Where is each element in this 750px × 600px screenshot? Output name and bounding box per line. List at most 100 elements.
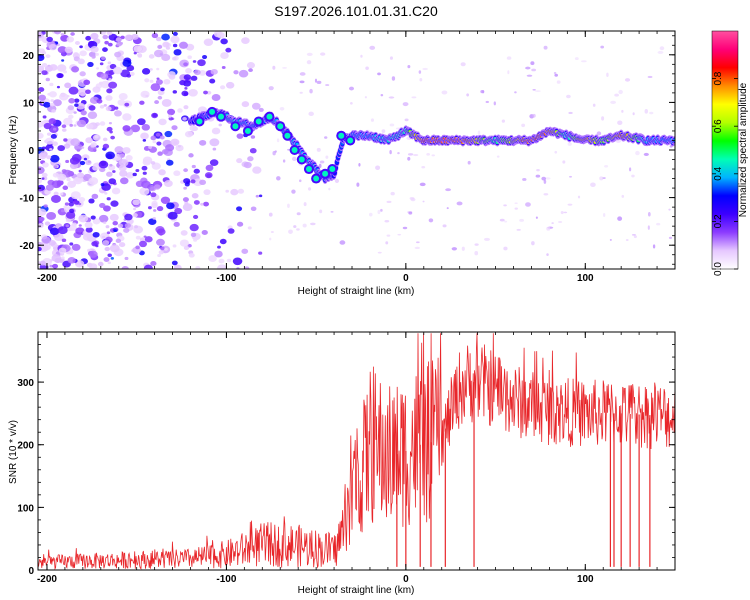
heatmap-speckle — [408, 211, 413, 215]
heatmap-speckle — [279, 106, 285, 111]
heatmap-speckle — [606, 72, 609, 78]
heatmap-speckle — [76, 102, 85, 110]
heatmap-speckle — [117, 223, 124, 228]
heatmap-speckle — [74, 98, 80, 103]
heatmap-speckle — [41, 146, 46, 150]
heatmap-speckle — [543, 45, 548, 50]
heatmap-speckle — [152, 113, 158, 118]
heatmap-speckle — [181, 90, 189, 97]
heatmap-speckle — [182, 116, 187, 121]
heatmap-speckle — [126, 73, 132, 78]
heatmap-speckle — [656, 222, 661, 226]
heatmap-speckle — [58, 247, 67, 254]
heatmap-speckle — [53, 191, 59, 196]
heatmap-speckle — [309, 88, 313, 94]
heatmap-speckle — [155, 79, 163, 85]
heatmap-speckle — [89, 263, 98, 269]
heatmap-speckle — [314, 78, 318, 83]
heatmap-speckle — [602, 212, 606, 218]
heatmap-speckle — [81, 146, 85, 149]
ridge-blob-core — [305, 166, 312, 173]
heatmap-speckle — [77, 58, 85, 65]
heatmap-speckle — [258, 251, 263, 255]
heatmap-speckle — [74, 103, 79, 107]
heatmap-speckle — [192, 214, 199, 220]
heatmap-speckle — [466, 93, 470, 97]
heatmap-speckle — [108, 78, 112, 81]
heatmap-speckle — [203, 201, 210, 207]
heatmap-speckle — [57, 46, 67, 54]
heatmap-speckle — [560, 210, 564, 215]
heatmap-speckle — [250, 135, 256, 139]
heatmap-speckle — [87, 111, 98, 119]
heatmap-speckle — [69, 157, 80, 165]
heatmap-speckle — [150, 83, 161, 92]
colorbar-tick-label: 0.6 — [713, 119, 724, 133]
heatmap-speckle — [156, 228, 166, 236]
heatmap-speckle — [567, 142, 572, 146]
heatmap-speckle — [241, 248, 249, 254]
heatmap-speckle — [51, 109, 56, 113]
x-tick-label: -200 — [37, 273, 57, 284]
ridge-blob-core — [298, 156, 305, 163]
heatmap-speckle — [199, 179, 207, 186]
heatmap-speckle — [246, 62, 255, 69]
heatmap-speckle — [154, 100, 160, 105]
heatmap-speckle — [617, 216, 623, 221]
heatmap-speckle — [98, 160, 109, 169]
heatmap-speckle — [64, 82, 72, 89]
heatmap-speckle — [73, 124, 77, 127]
heatmap-speckle — [43, 101, 51, 108]
heatmap-speckle — [142, 139, 147, 142]
heatmap-speckle — [102, 240, 110, 246]
heatmap-speckle — [105, 106, 112, 112]
heatmap-speckle — [307, 187, 312, 191]
heatmap-speckle — [166, 202, 175, 210]
heatmap-speckle — [483, 237, 490, 241]
heatmap-speckle — [46, 211, 57, 220]
heatmap-speckle — [192, 60, 197, 63]
heatmap-speckle — [51, 180, 62, 189]
heatmap-speckle — [189, 223, 199, 232]
heatmap-speckle — [167, 211, 178, 220]
heatmap-speckle — [140, 132, 149, 140]
figure-title: S197.2026.101.01.31.C20 — [274, 3, 438, 19]
heatmap-speckle — [155, 36, 162, 42]
heatmap-speckle — [568, 111, 573, 115]
heatmap-speckle — [63, 70, 68, 74]
heatmap-speckle — [61, 238, 67, 243]
heatmap-speckle — [203, 90, 208, 95]
heatmap-speckle — [414, 246, 421, 250]
heatmap-speckle — [38, 223, 44, 229]
heatmap-speckle — [48, 91, 57, 98]
heatmap-speckle — [70, 138, 81, 147]
heatmap-speckle — [233, 70, 239, 75]
colorbar-tick-label: 0.8 — [713, 71, 724, 85]
heatmap-speckle — [569, 175, 572, 178]
heatmap-speckle — [67, 256, 76, 264]
heatmap-speckle — [543, 193, 549, 196]
heatmap-speckle — [377, 209, 381, 215]
heatmap-speckle — [172, 90, 178, 94]
heatmap-speckle — [102, 143, 110, 149]
heatmap-speckle — [49, 227, 60, 236]
heatmap-speckle — [108, 33, 118, 41]
heatmap-speckle — [86, 123, 94, 130]
heatmap-speckle — [184, 131, 193, 138]
ridge-blob-core — [284, 132, 291, 139]
heatmap-speckle — [287, 203, 290, 209]
heatmap-speckle — [657, 50, 664, 54]
heatmap-speckle — [375, 165, 381, 171]
heatmap-speckle — [225, 189, 230, 193]
heatmap-speckle — [157, 95, 163, 100]
heatmap-speckle — [168, 114, 172, 118]
heatmap-speckle — [78, 202, 82, 206]
heatmap-speckle — [514, 207, 518, 210]
heatmap-speckle — [170, 138, 180, 146]
heatmap-speckle — [38, 48, 43, 52]
heatmap-speckle — [120, 177, 129, 185]
heatmap-speckle — [558, 221, 563, 223]
heatmap-speckle — [69, 208, 75, 213]
heatmap-speckle — [70, 32, 75, 36]
heatmap-speckle — [389, 56, 393, 60]
